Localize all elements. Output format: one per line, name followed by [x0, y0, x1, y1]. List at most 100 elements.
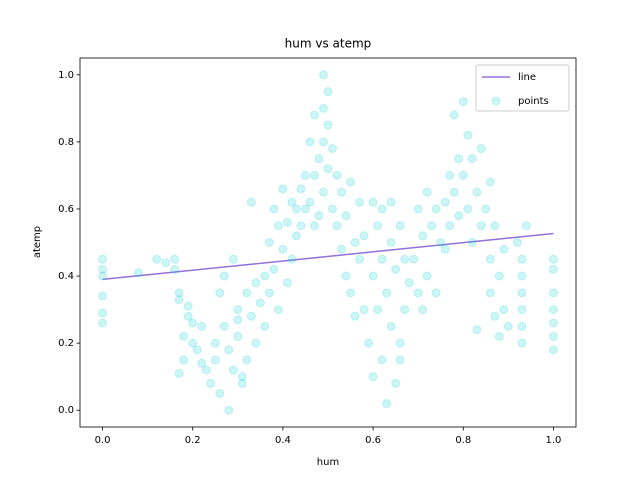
scatter-point [449, 187, 459, 197]
scatter-point [377, 254, 387, 264]
scatter-point [467, 154, 477, 164]
scatter-point [183, 301, 193, 311]
scatter-point [300, 170, 310, 180]
scatter-point [355, 254, 365, 264]
scatter-point [395, 221, 405, 231]
scatter-point [404, 278, 414, 288]
x-tick-label: 0.2 [185, 435, 201, 446]
y-axis-label: atemp [32, 226, 43, 258]
scatter-point [215, 288, 225, 298]
scatter-point [350, 238, 360, 247]
scatter-point [179, 355, 189, 365]
scatter-point [210, 355, 220, 365]
scatter-point [287, 254, 297, 264]
scatter-point [98, 308, 108, 318]
scatter-point [377, 204, 387, 214]
scatter-point [364, 338, 374, 348]
scatter-point [346, 177, 356, 187]
scatter-point [400, 254, 410, 264]
scatter-point [228, 254, 238, 264]
scatter-point [318, 137, 328, 147]
scatter-point [237, 372, 247, 382]
scatter-point [490, 221, 500, 231]
scatter-point [314, 211, 324, 221]
scatter-point [481, 204, 491, 214]
scatter-point [548, 331, 558, 341]
scatter-point [206, 378, 216, 388]
scatter-point [436, 238, 446, 247]
y-tick-label: 0.4 [58, 271, 74, 282]
scatter-point [341, 271, 351, 281]
scatter-point [476, 144, 486, 154]
scatter-point [400, 305, 410, 315]
x-tick-label: 0.6 [365, 435, 381, 446]
scatter-point [463, 130, 473, 140]
scatter-point [422, 271, 432, 281]
scatter-point [391, 378, 401, 388]
scatter-point [328, 144, 338, 154]
scatter-point [517, 338, 527, 348]
scatter-point [219, 271, 229, 281]
chart-title: hum vs atemp [285, 37, 372, 51]
scatter-point [233, 315, 243, 325]
scatter-point [521, 221, 531, 231]
scatter-point [296, 184, 306, 194]
scatter-point [337, 187, 347, 197]
scatter-point [215, 388, 225, 398]
scatter-point [409, 254, 419, 264]
scatter-point [449, 110, 459, 120]
scatter-point [305, 137, 315, 147]
scatter-point [485, 288, 495, 298]
scatter-point [152, 254, 162, 264]
scatter-point [309, 170, 319, 180]
scatter-point [98, 318, 108, 328]
scatter-point [98, 271, 108, 281]
scatter-point [463, 204, 473, 214]
scatter-point [332, 170, 342, 180]
scatter-point [251, 278, 261, 288]
scatter-point [318, 70, 328, 80]
scatter-point [355, 197, 365, 207]
scatter-point [373, 221, 383, 231]
scatter-point [98, 254, 108, 264]
scatter-point [467, 238, 477, 247]
scatter-point [517, 305, 527, 315]
scatter-point [291, 231, 301, 241]
scatter-point [269, 204, 279, 214]
scatter-point [503, 321, 513, 331]
scatter-point [382, 288, 392, 298]
scatter-point [323, 87, 333, 97]
scatter-point [287, 197, 297, 207]
scatter-point [260, 271, 270, 281]
scatter-point [368, 271, 378, 281]
scatter-point [472, 325, 482, 335]
scatter-point [472, 187, 482, 197]
scatter-point [431, 288, 441, 298]
scatter-point [332, 221, 342, 231]
scatter-point [548, 288, 558, 298]
scatter-point [323, 120, 333, 130]
scatter-point [485, 254, 495, 264]
scatter-point [228, 365, 238, 375]
scatter-point [188, 318, 198, 328]
scatter-point [192, 345, 202, 355]
scatter-point [413, 288, 423, 298]
scatter-point [359, 305, 369, 315]
y-tick-label: 0.8 [58, 137, 74, 148]
scatter-point [517, 321, 527, 331]
scatter-point [490, 311, 500, 321]
scatter-point [337, 244, 347, 254]
scatter-point [328, 204, 338, 214]
scatter-point [174, 368, 184, 378]
scatter-point [314, 154, 324, 164]
scatter-point [197, 321, 207, 331]
scatter-point [305, 197, 315, 207]
scatter-point [499, 305, 509, 315]
scatter-point [260, 321, 270, 331]
scatter-point [197, 358, 207, 368]
scatter-point [251, 338, 261, 348]
scatter-point [341, 211, 351, 221]
legend: line points [475, 64, 570, 112]
trend-line [102, 232, 554, 281]
